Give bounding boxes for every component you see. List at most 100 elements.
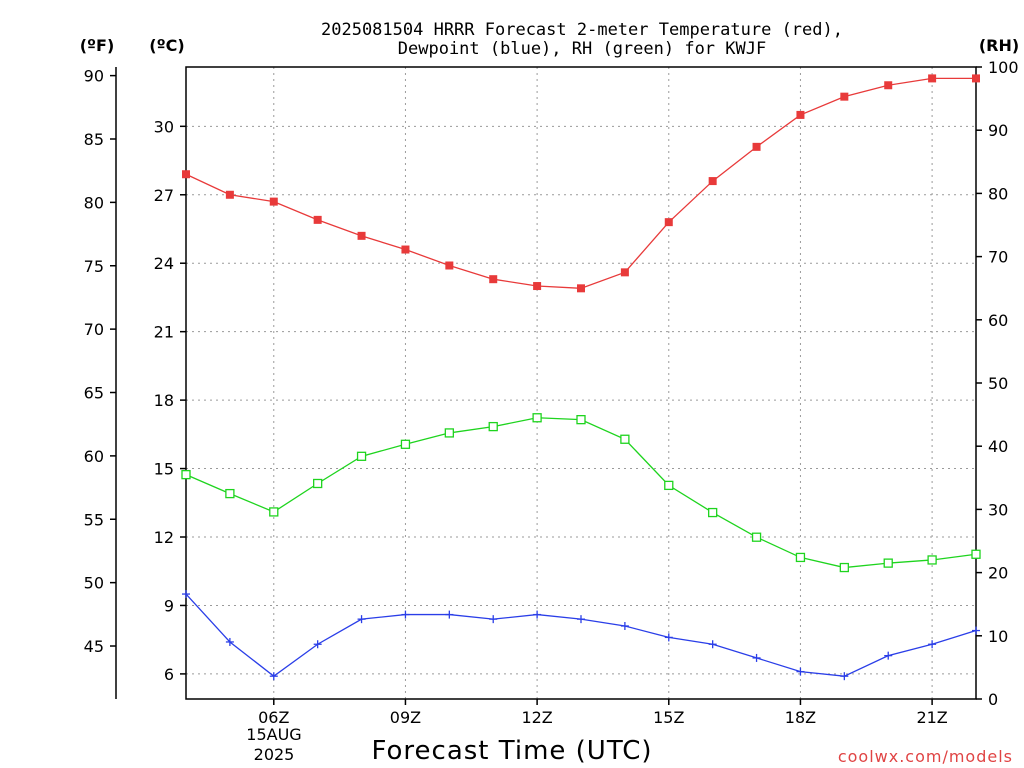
rh-tick-label: 10 (988, 627, 1008, 646)
rh-tick-label: 60 (988, 311, 1008, 330)
chart-title-line1: 2025081504 HRRR Forecast 2-meter Tempera… (321, 20, 843, 40)
rh-tick-label: 0 (988, 690, 998, 709)
dewpoint-point (445, 610, 454, 619)
temperature-point (533, 282, 542, 291)
dewpoint-point (884, 651, 893, 660)
fahrenheit-tick-label: 90 (84, 67, 104, 86)
x-tick-label: 15Z (653, 708, 684, 727)
x-axis-title: Forecast Time (UTC) (371, 736, 652, 766)
rh-tick-label: 50 (988, 374, 1008, 393)
fahrenheit-tick-label: 45 (84, 637, 104, 656)
temperature-point (401, 245, 410, 254)
rh-point (181, 469, 191, 480)
x-tick-label: 12Z (521, 708, 552, 727)
rh-point (269, 507, 279, 517)
dewpoint-point (533, 610, 542, 619)
grid-lines (186, 67, 976, 699)
dewpoint-point (489, 615, 498, 624)
fahrenheit-axis-label: (ºF) (80, 36, 115, 55)
rh-tick-label: 100 (988, 58, 1019, 77)
x-tick-label: 09Z (390, 708, 421, 727)
celsius-tick-label: 24 (154, 254, 174, 273)
dewpoint-point (840, 672, 849, 681)
rh-point (708, 507, 718, 518)
credit-text: coolwx.com/models (838, 747, 1013, 766)
dewpoint-point (620, 621, 629, 630)
rh-point (356, 451, 367, 461)
fahrenheit-tick-label: 60 (84, 447, 104, 466)
rh-point (400, 439, 411, 449)
rh-line (185, 417, 977, 569)
celsius-tick-label: 12 (154, 528, 174, 547)
dewpoint-point (269, 672, 278, 681)
temperature-point (972, 74, 980, 83)
dewpoint-point (182, 590, 190, 599)
rh-tick-label: 30 (988, 500, 1008, 519)
rh-tick-label: 40 (988, 437, 1008, 456)
tick-labels: 45 50 55 60 65 70 75 80 85 90 6 9 12 15 18 21 24 27 30 0 10 2… (84, 58, 1019, 727)
fahrenheit-tick-label: 50 (84, 574, 104, 593)
celsius-tick-label: 9 (164, 596, 174, 615)
celsius-tick-label: 27 (154, 186, 174, 205)
temperature-point (357, 231, 366, 240)
rh-tick-label: 80 (988, 184, 1008, 203)
dewpoint-point (664, 633, 673, 642)
celsius-tick-label: 18 (154, 391, 174, 410)
dewpoint-line (185, 593, 977, 677)
celsius-axis-label: (ºC) (149, 36, 184, 55)
temperature-point (928, 74, 937, 83)
fahrenheit-tick-label: 75 (84, 257, 104, 276)
rh-tick-label: 90 (988, 121, 1008, 140)
x-tick-label: 18Z (785, 708, 816, 727)
dewpoint-point (401, 610, 410, 619)
dewpoint-point (577, 615, 585, 624)
temperature-point (620, 268, 629, 277)
celsius-tick-label: 15 (154, 460, 174, 479)
rh-point (576, 415, 586, 425)
temperature-point (884, 81, 893, 90)
temperature-point (489, 275, 498, 284)
temperature-point (796, 110, 805, 119)
dewpoint-point (752, 653, 761, 662)
data-series (181, 74, 981, 681)
chart-title-line2: Dewpoint (blue), RH (green) for KWJF (398, 39, 766, 59)
temperature-point (840, 92, 849, 101)
dewpoint-point (928, 640, 937, 649)
dewpoint-point (313, 640, 322, 649)
temperature-point (269, 197, 278, 206)
temperature-point (708, 177, 717, 186)
x-tick-label: 06Z (258, 708, 289, 727)
rh-point (488, 421, 498, 432)
rh-point (313, 478, 323, 489)
date-year-label: 2025 (254, 745, 295, 764)
temperature-point (664, 218, 673, 227)
dewpoint-point (225, 637, 234, 646)
celsius-tick-label: 30 (154, 117, 174, 136)
fahrenheit-tick-label: 85 (84, 130, 104, 149)
rh-point (751, 532, 762, 542)
temperature-point (182, 170, 190, 179)
fahrenheit-tick-label: 70 (84, 320, 104, 339)
dewpoint-point (796, 667, 805, 676)
date-day-label: 15AUG (246, 725, 301, 744)
temperature-point (577, 284, 585, 293)
fahrenheit-tick-label: 55 (84, 510, 104, 529)
rh-point (620, 434, 630, 444)
rh-point (883, 558, 893, 568)
temperature-point (225, 190, 234, 199)
rh-point (664, 480, 674, 491)
rh-tick-label: 70 (988, 248, 1008, 267)
rh-point (795, 552, 806, 563)
plot-frame (185, 66, 977, 700)
celsius-tick-label: 21 (154, 323, 174, 342)
fahrenheit-tick-label: 65 (84, 384, 104, 403)
rh-point (532, 413, 542, 423)
rh-point (839, 562, 849, 573)
temperature-point (752, 142, 761, 151)
dewpoint-point (972, 626, 980, 635)
celsius-tick-label: 6 (164, 665, 174, 684)
rh-point (444, 428, 454, 438)
rh-point (225, 488, 235, 499)
rh-point (927, 555, 937, 565)
